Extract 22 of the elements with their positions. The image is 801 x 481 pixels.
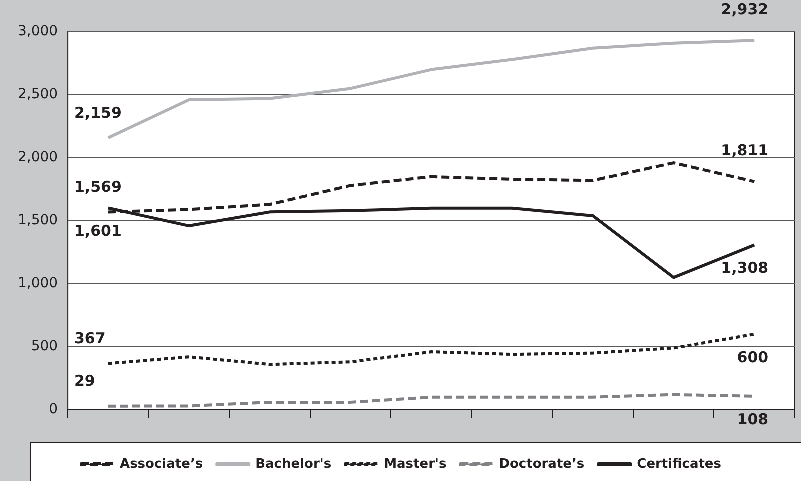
y-tick-label: 500 — [31, 338, 58, 355]
legend-label: Master's — [384, 456, 447, 472]
data-label: 1,569 — [74, 178, 122, 196]
legend-label: Doctorate’s — [499, 456, 585, 472]
data-label: 29 — [74, 372, 96, 390]
data-label: 2,932 — [721, 0, 769, 18]
y-tick-label: 2,500 — [18, 86, 58, 103]
data-label: 600 — [737, 348, 769, 366]
y-tick-label: 3,000 — [18, 24, 58, 40]
data-label: 2,159 — [74, 104, 122, 122]
legend-label: Bachelor's — [256, 456, 332, 472]
data-label: 1,601 — [74, 222, 122, 240]
y-tick-label: 2,000 — [18, 150, 58, 166]
y-tick-label: 1,000 — [18, 276, 58, 292]
data-label: 1,811 — [721, 142, 769, 160]
data-label: 1,308 — [721, 259, 769, 278]
legend-label: Associate’s — [120, 456, 204, 472]
data-label: 367 — [74, 330, 106, 348]
y-tick-label: 1,500 — [18, 212, 58, 229]
y-tick-label: 0 — [49, 402, 58, 418]
data-label: 108 — [737, 410, 769, 428]
legend-label: Certificates — [637, 456, 722, 472]
